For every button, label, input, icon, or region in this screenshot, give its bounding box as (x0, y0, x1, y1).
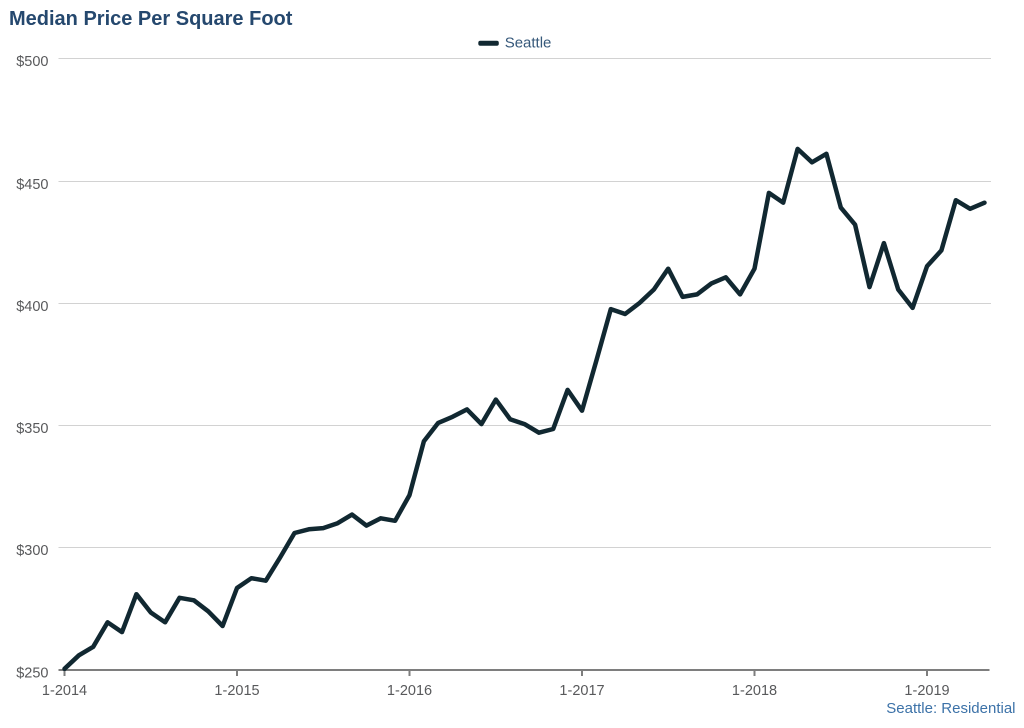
svg-text:1-2018: 1-2018 (732, 683, 777, 699)
svg-text:Median Price Per Square Foot: Median Price Per Square Foot (9, 8, 293, 30)
svg-text:1-2019: 1-2019 (904, 683, 949, 699)
svg-text:1-2015: 1-2015 (214, 683, 259, 699)
svg-text:$300: $300 (16, 543, 48, 559)
svg-text:1-2017: 1-2017 (559, 683, 604, 699)
svg-text:$500: $500 (16, 54, 48, 70)
svg-text:1-2014: 1-2014 (42, 683, 87, 699)
svg-text:$350: $350 (16, 421, 48, 437)
svg-text:Seattle: Seattle (505, 35, 552, 52)
svg-text:$400: $400 (16, 299, 48, 315)
svg-text:$450: $450 (16, 177, 48, 193)
svg-text:$250: $250 (16, 665, 48, 681)
svg-text:1-2016: 1-2016 (387, 683, 432, 699)
svg-text:Seattle: Residential: Seattle: Residential (886, 700, 1015, 717)
